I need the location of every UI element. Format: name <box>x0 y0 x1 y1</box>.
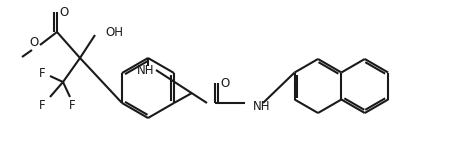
Text: OH: OH <box>105 26 123 39</box>
Text: NH: NH <box>253 100 271 113</box>
Text: O: O <box>30 36 39 48</box>
Text: F: F <box>39 66 45 79</box>
Text: O: O <box>220 76 230 90</box>
Text: F: F <box>39 99 45 112</box>
Text: O: O <box>59 6 69 19</box>
Text: NH: NH <box>137 63 155 76</box>
Text: F: F <box>69 99 75 112</box>
